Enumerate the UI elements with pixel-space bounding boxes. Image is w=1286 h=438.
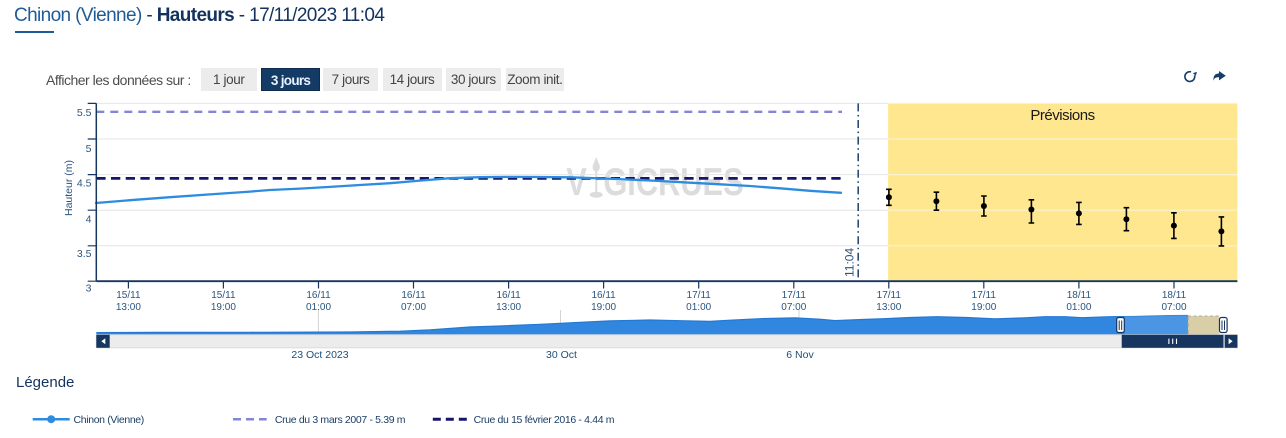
svg-text:4: 4	[86, 213, 92, 225]
svg-text:07:00: 07:00	[401, 302, 426, 313]
svg-text:4.5: 4.5	[77, 177, 92, 189]
svg-text:V: V	[566, 161, 587, 204]
svg-text:16/11: 16/11	[401, 290, 426, 301]
svg-text:17/11: 17/11	[877, 290, 902, 301]
svg-text:18/11: 18/11	[1067, 290, 1092, 301]
svg-text:19:00: 19:00	[211, 302, 236, 313]
svg-text:5.5: 5.5	[77, 107, 92, 119]
svg-text:17/11: 17/11	[782, 290, 807, 301]
svg-text:17/11: 17/11	[972, 290, 997, 301]
svg-text:17/11: 17/11	[687, 290, 712, 301]
svg-text:07:00: 07:00	[781, 302, 806, 313]
svg-text:18/11: 18/11	[1162, 290, 1187, 301]
svg-text:01:00: 01:00	[686, 302, 711, 313]
svg-text:5: 5	[86, 143, 92, 155]
svg-text:01:00: 01:00	[1066, 302, 1091, 313]
svg-text:15/11: 15/11	[211, 290, 236, 301]
svg-text:13:00: 13:00	[496, 302, 521, 313]
svg-text:23 Oct 2023: 23 Oct 2023	[291, 349, 348, 361]
svg-text:15/11: 15/11	[116, 290, 141, 301]
svg-text:16/11: 16/11	[591, 290, 616, 301]
svg-text:19:00: 19:00	[591, 302, 616, 313]
svg-text:13:00: 13:00	[876, 302, 901, 313]
svg-text:30 Oct: 30 Oct	[546, 349, 577, 361]
svg-text:6 Nov: 6 Nov	[786, 349, 814, 361]
svg-text:3.5: 3.5	[77, 248, 92, 260]
svg-text:13:00: 13:00	[116, 302, 141, 313]
svg-text:19:00: 19:00	[971, 302, 996, 313]
svg-text:3: 3	[86, 282, 92, 294]
svg-text:07:00: 07:00	[1161, 302, 1186, 313]
svg-text:16/11: 16/11	[496, 290, 521, 301]
svg-text:Prévisions: Prévisions	[1030, 107, 1094, 124]
svg-text:16/11: 16/11	[306, 290, 331, 301]
svg-text:Hauteur (m): Hauteur (m)	[63, 160, 75, 216]
svg-text:11:04: 11:04	[843, 248, 857, 277]
svg-text:01:00: 01:00	[306, 302, 331, 313]
